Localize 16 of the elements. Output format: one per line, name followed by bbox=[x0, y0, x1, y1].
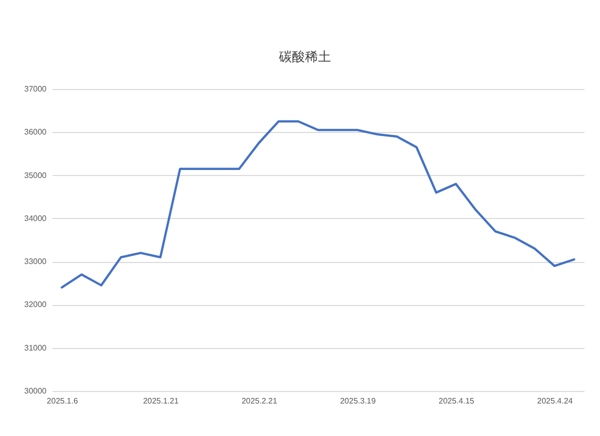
y-tick-label: 36000 bbox=[24, 128, 48, 137]
y-tick-label: 32000 bbox=[24, 300, 48, 310]
y-tick-label: 34000 bbox=[24, 214, 48, 223]
y-tick-label: 31000 bbox=[24, 343, 48, 352]
y-tick-label: 30000 bbox=[24, 386, 48, 396]
x-tick-label: 2025.2.21 bbox=[242, 396, 278, 406]
y-tick-label: 37000 bbox=[24, 84, 48, 94]
x-tick-label: 2025.1.21 bbox=[143, 396, 180, 406]
line-series bbox=[60, 120, 576, 289]
x-tick-label: 2025.3.19 bbox=[340, 396, 376, 406]
y-tick-label: 35000 bbox=[24, 170, 48, 180]
x-tick-label: 2025.1.6 bbox=[46, 396, 78, 406]
x-tick-label: 2025.4.15 bbox=[438, 396, 475, 406]
chart-title: 碳酸稀土 bbox=[278, 49, 331, 64]
x-tick-label: 2025.4.24 bbox=[537, 396, 574, 406]
y-tick-label: 33000 bbox=[24, 257, 48, 266]
